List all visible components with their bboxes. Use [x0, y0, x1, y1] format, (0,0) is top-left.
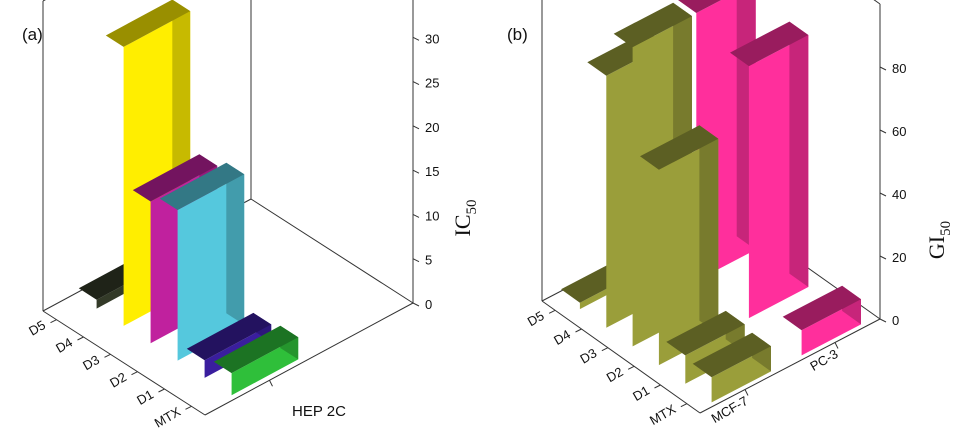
panel-a-category-tick	[158, 388, 165, 393]
panel-a-bar	[213, 325, 299, 396]
panel-a-category-label: D3	[80, 352, 102, 373]
panel-b-category-tick	[680, 403, 688, 408]
panel-b-category-tick	[601, 347, 609, 352]
panel-a-z-tick-label: 0	[425, 297, 432, 312]
panel-a-bar-top	[105, 0, 191, 47]
panel-a-z-tick	[412, 36, 420, 41]
panel-b-z-tick-label: 20	[892, 250, 906, 265]
panel-a-category-label: MTX	[152, 404, 184, 431]
panel-a-z-tick	[412, 258, 420, 263]
panel-b-bar	[692, 332, 771, 403]
panel-a-z-tick	[412, 169, 420, 174]
panel-b-z-tick	[879, 318, 887, 323]
panel-a-z-axis-label: IC50	[450, 200, 480, 237]
panel-b-bar-top	[640, 125, 719, 170]
panel-b-bar	[782, 285, 861, 356]
panel-b-z-axis-label: GI50	[924, 221, 953, 259]
panel-a-bar-top	[159, 162, 245, 210]
panel-b-z-tick	[879, 192, 887, 197]
panel-b-bar-top	[678, 0, 722, 13]
panel-a-category-tick	[104, 353, 111, 358]
panel-b-bars	[561, 0, 861, 403]
panel-a-category-label: D4	[53, 335, 75, 356]
panel-a-z-tick-label: 15	[425, 164, 439, 179]
panel-b-floor-edge	[541, 300, 701, 414]
panel-a-bars	[78, 0, 299, 396]
panel-a-z-tick	[412, 213, 420, 218]
panel-a-z-ticks: 0 5 10 15 20 25 30	[412, 31, 439, 312]
panel-b-bar-top	[666, 310, 745, 356]
panel-b-z-tick	[879, 66, 887, 71]
panel-b-category-label: D3	[577, 345, 599, 366]
panel-a-series-label: HEP 2C	[292, 403, 346, 420]
panel-a-category-label: D1	[134, 387, 156, 408]
panel-b-category-label: D2	[604, 364, 626, 385]
panel-b-category-label: MTX	[647, 401, 679, 428]
panel-a-z-tick	[412, 302, 420, 307]
panel-a-floor-edge	[204, 302, 414, 416]
panel-a-bar-front	[231, 337, 299, 396]
panel-b-bar-top	[782, 285, 861, 331]
panel-b-series-tick	[744, 389, 749, 396]
panel-a-series-tick	[269, 380, 273, 387]
panel-a-z-tick-label: 20	[425, 120, 439, 135]
panel-a-axes	[42, 0, 414, 416]
panel-a-z-tick	[412, 125, 420, 130]
panel-a-bar-side	[226, 162, 245, 325]
panel-b-z-tick-label: 60	[892, 124, 906, 139]
panel-b-bar-top	[613, 2, 692, 48]
panel-b-floor-edge	[699, 318, 881, 414]
panel-b-bar	[640, 125, 719, 366]
panel-a-floor-edge	[42, 310, 206, 416]
panel-a-floor-edge	[250, 198, 414, 304]
panel-b-series-label: PC-3	[807, 346, 840, 374]
panel-b-category-tick	[548, 309, 556, 314]
panel-b-z-tick-label: 80	[892, 61, 906, 76]
panel-a-z-tick-label: 30	[425, 31, 439, 46]
panel-b-bar-top	[730, 21, 809, 67]
panel-a-top-edge	[42, 0, 46, 2]
panel-b-series-tick	[834, 342, 839, 349]
panel-b-category-label: D1	[630, 383, 652, 404]
panel-b-z-tick	[879, 129, 887, 134]
panel-a-category-tick	[185, 405, 192, 410]
panel-b-bar-top	[692, 332, 771, 378]
panel-b-bar-side	[789, 21, 809, 287]
panel-b-category-tick	[575, 328, 582, 333]
panel-b-category-label: D4	[551, 327, 573, 348]
panel-a-category-tick	[77, 336, 84, 341]
panel-a-category-label: D2	[107, 369, 129, 390]
panel-b-label: (b)	[507, 25, 528, 44]
panel-b-category-tick	[654, 384, 661, 389]
panel-a-category-tick	[50, 319, 57, 324]
panel-b-category-tick	[627, 365, 635, 370]
panel-a-category-tick	[131, 371, 138, 376]
panel-b-bar	[730, 21, 809, 319]
panel-a-label: (a)	[22, 25, 43, 44]
panel-b-z-tick-label: 0	[892, 313, 899, 328]
panel-a-bar-top	[213, 325, 299, 374]
panel-b-z-tick	[879, 255, 887, 260]
panel-a-bar	[159, 162, 245, 361]
panel-a-z-tick-label: 5	[425, 253, 432, 268]
panel-a-z-tick	[412, 81, 420, 86]
panel-a-bar-top	[132, 154, 218, 202]
panel-a-z-tick-label: 25	[425, 76, 439, 91]
panel-b-z-ticks: 0 20 40 60 80	[879, 61, 906, 328]
panel-b-bar-side	[699, 125, 719, 334]
panel-a-bar-top	[186, 312, 272, 361]
panel-a-category-label: D5	[26, 317, 48, 338]
panel-b-category-label: D5	[525, 308, 547, 329]
panel-a-z-tick-label: 10	[425, 208, 439, 223]
panel-b-z-tick-label: 40	[892, 187, 906, 202]
